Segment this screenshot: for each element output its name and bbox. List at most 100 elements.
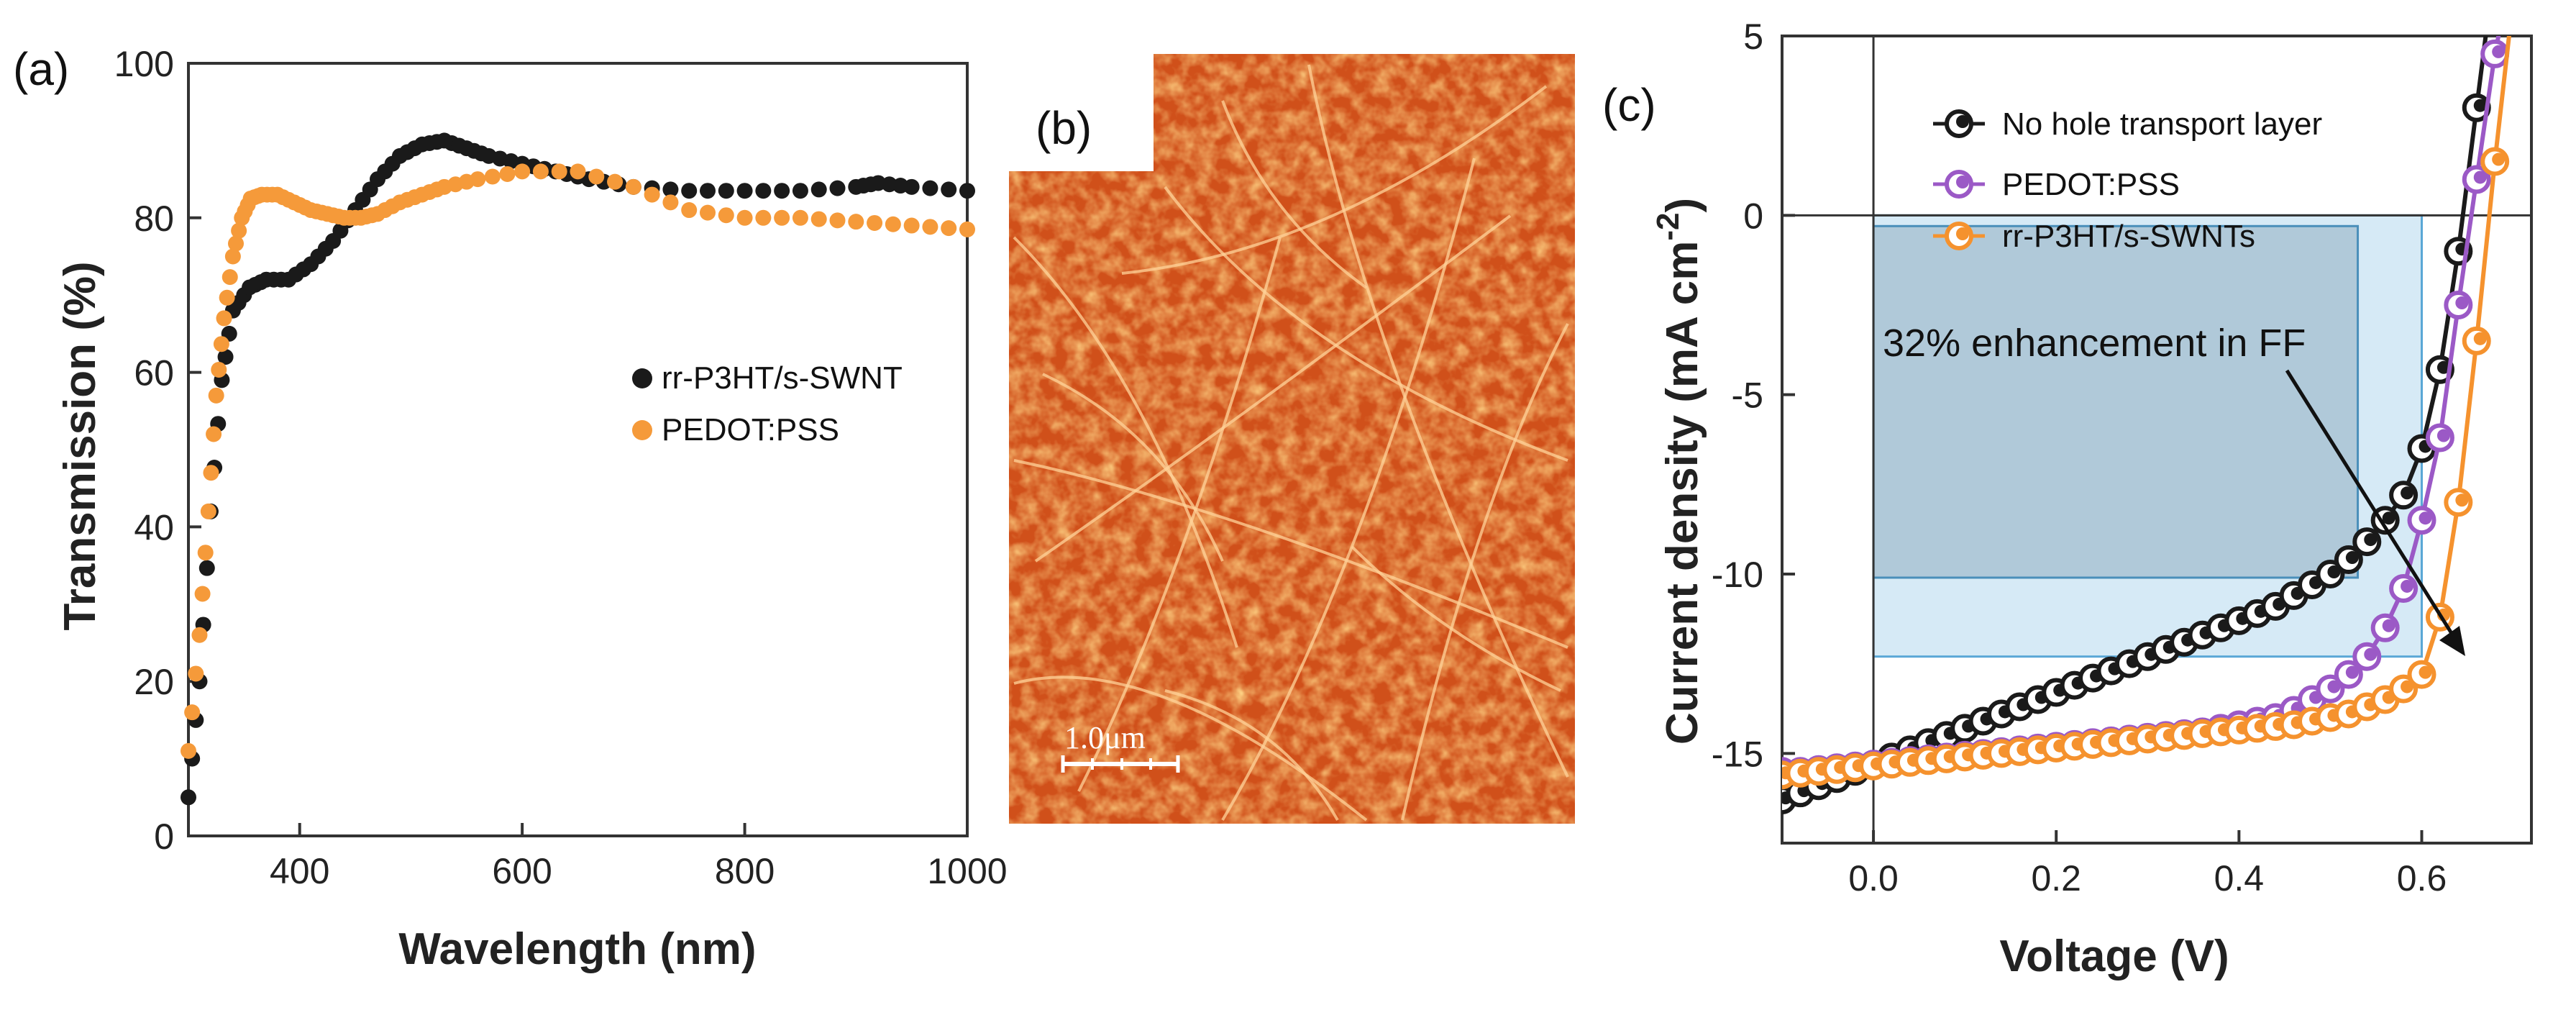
panel-c: (c) 0.0 0.2 0.4 0.6 5 0 -5 -10 -15 No hole transp…: [1602, 0, 2533, 981]
a-point: [607, 173, 624, 190]
a-point: [903, 217, 920, 234]
a-point: [499, 165, 516, 182]
c-marker-fill: [2364, 647, 2378, 661]
a-point: [532, 163, 549, 180]
panel-label-a: (a): [13, 43, 69, 95]
c-series-group: [1782, 0, 2526, 815]
a-point: [203, 465, 219, 481]
panel-label-b: (b): [1036, 102, 1092, 154]
a-xtick-label: 600: [492, 851, 552, 891]
c-marker-fill: [2401, 579, 2414, 593]
c-xlabel: Voltage (V): [1999, 932, 2229, 981]
a-point: [792, 183, 808, 199]
c-arrow-head: [2439, 626, 2465, 656]
a-point: [208, 387, 224, 404]
a-legend-label: PEDOT:PSS: [662, 412, 839, 447]
c-marker-fill: [2436, 360, 2450, 374]
c-ff-box-inner: [1872, 224, 2360, 579]
a-point: [792, 209, 808, 226]
c-legend-marker-fill: [1956, 115, 1969, 128]
a-point: [194, 586, 211, 602]
a-point: [211, 362, 227, 378]
a-point: [188, 665, 204, 682]
c-annotation: 32% enhancement in FF: [1883, 322, 2306, 365]
c-legend-label: rr-P3HT/s-SWNTs: [2002, 219, 2255, 254]
c-legend: No hole transport layer PEDOT:PSS rr-P3HT/…: [1933, 106, 2322, 254]
c-marker-fill: [2419, 511, 2432, 525]
c-marker-fill: [2327, 565, 2341, 578]
c-marker-fill: [2473, 99, 2487, 112]
a-point: [217, 349, 234, 365]
c-ytick-label: -15: [1712, 734, 1763, 774]
a-point: [231, 222, 247, 239]
a-point: [588, 168, 605, 185]
c-ylabel-close: ): [1658, 198, 1707, 213]
c-marker-fill: [2401, 486, 2414, 500]
c-xtick-label: 0.4: [2214, 858, 2265, 898]
a-point: [514, 163, 531, 180]
a-point: [570, 163, 586, 180]
a-ytick-label: 80: [134, 199, 174, 239]
a-point: [219, 289, 235, 306]
nanotube-fibers: [1013, 64, 1569, 822]
a-ytick-label: 20: [134, 662, 174, 702]
c-marker-fill: [2436, 429, 2450, 442]
c-marker: [2501, 0, 2526, 12]
a-point: [200, 503, 216, 519]
a-point: [941, 181, 957, 198]
c-ytick-label: -5: [1732, 376, 1763, 416]
c-marker-fill: [2455, 296, 2469, 309]
c-legend-label: PEDOT:PSS: [2002, 167, 2180, 202]
c-marker-fill: [2401, 680, 2414, 693]
a-point: [848, 214, 864, 230]
c-marker-fill: [2492, 45, 2506, 58]
a-point: [662, 181, 679, 198]
c-marker-fill: [2473, 170, 2487, 184]
c-xtick-label: 0.0: [1848, 858, 1899, 898]
a-point: [922, 180, 938, 196]
a-point: [700, 204, 716, 221]
c-axes-frame: [1781, 35, 2533, 845]
c-legend-label: No hole transport layer: [2002, 106, 2322, 142]
a-point: [810, 211, 827, 227]
c-xtick-label: 0.2: [2031, 858, 2081, 898]
a-point: [736, 209, 753, 226]
c-ylabel-sup: -2: [1650, 213, 1686, 241]
a-point: [662, 194, 679, 211]
a-point: [959, 183, 975, 199]
a-point: [681, 202, 698, 219]
a-point: [885, 216, 901, 232]
panel-a: (a) 400 600 800 1000 0 20 40 60 80 100 rr-P3HT/s-S…: [13, 43, 1008, 974]
a-point: [736, 183, 753, 199]
a-point: [755, 209, 772, 226]
c-ylabel: Current density (mA cm-2): [1650, 198, 1707, 745]
c-series-rr-p3ht: [1782, 0, 2526, 790]
c-marker-fill: [2511, 0, 2524, 4]
a-point: [829, 212, 846, 229]
a-point: [181, 789, 196, 806]
a-legend-marker: [632, 368, 652, 388]
a-point: [470, 171, 486, 188]
a-point: [903, 178, 920, 195]
a-point: [216, 310, 232, 327]
a-xtick-label: 1000: [927, 851, 1007, 891]
a-legend: rr-P3HT/s-SWNT PEDOT:PSS: [632, 360, 903, 447]
afm-texture: [1009, 54, 1575, 824]
a-point: [228, 235, 245, 252]
a-ytick-label: 100: [114, 44, 174, 84]
a-point: [718, 207, 734, 224]
a-point: [551, 163, 567, 180]
a-ytick-label: 60: [134, 353, 174, 393]
scale-bar-label: 1.0μm: [1064, 720, 1146, 755]
c-marker-fill: [2455, 493, 2469, 507]
a-ytick-label: 0: [154, 816, 174, 857]
a-point: [681, 183, 698, 199]
a-point: [810, 181, 827, 198]
a-point: [774, 209, 790, 226]
a-point: [644, 186, 660, 203]
a-point: [700, 183, 716, 199]
scale-bar: 1.0μm: [1061, 720, 1180, 773]
a-ytick-label: 40: [134, 507, 174, 547]
afm-image: [1009, 54, 1575, 824]
